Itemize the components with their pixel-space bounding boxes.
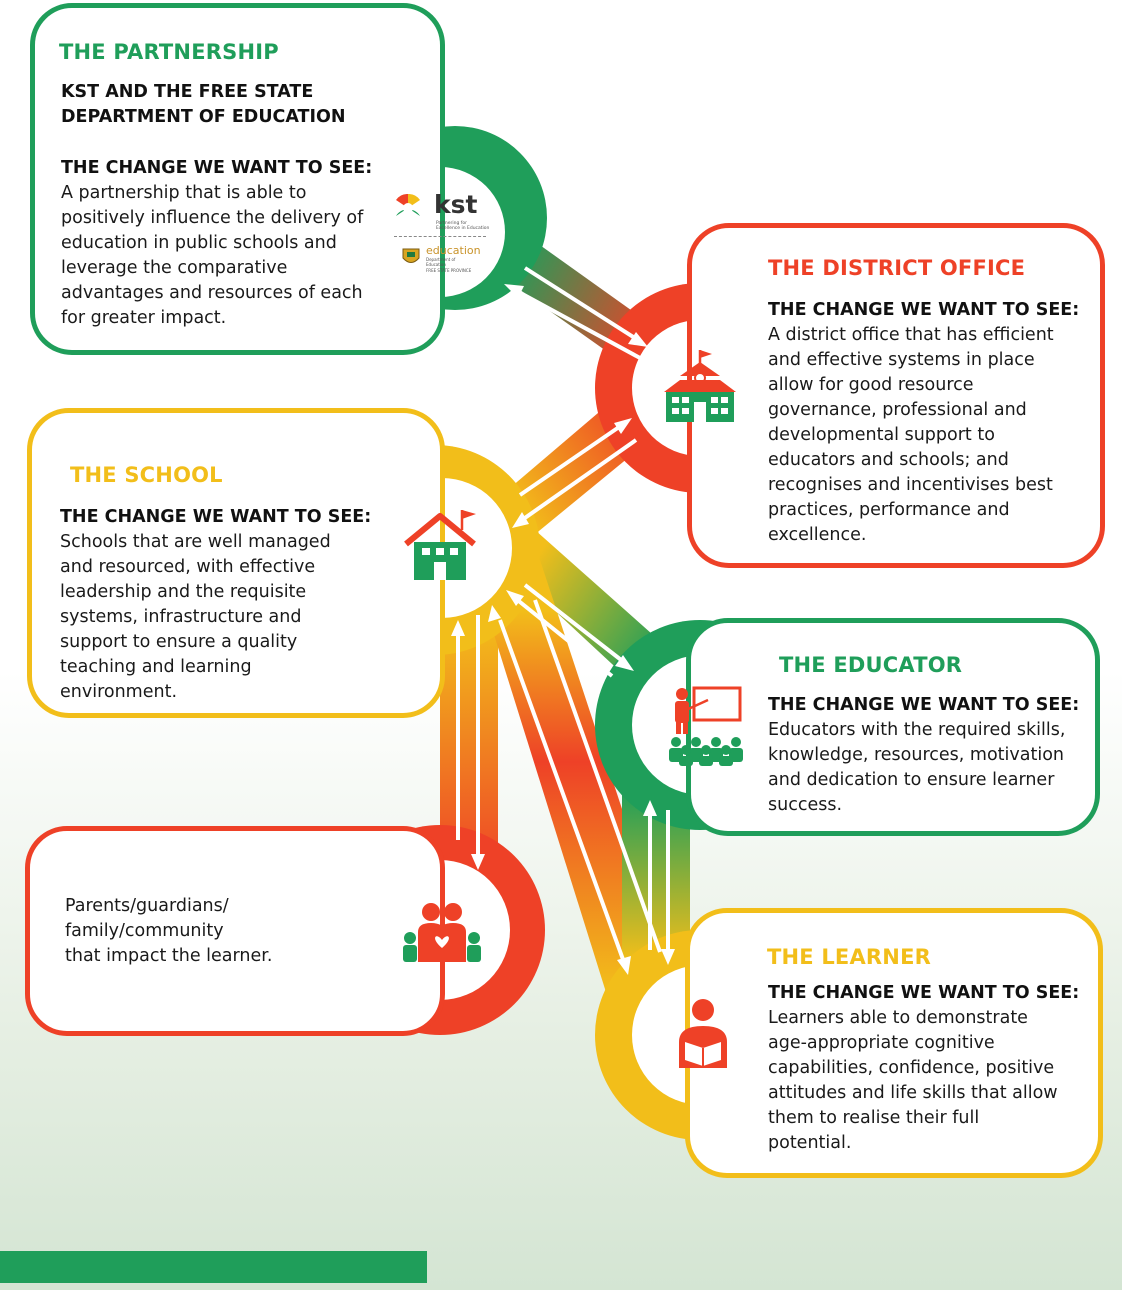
school-change-heading: THE CHANGE WE WANT TO SEE: <box>60 507 372 527</box>
school-building-icon <box>664 350 736 422</box>
partnership-title: THE PARTNERSHIP <box>59 40 279 64</box>
reading-learner-icon <box>679 999 727 1068</box>
district-office-change-text: A district office that has efficient and… <box>768 325 1054 545</box>
partnership-change-heading: THE CHANGE WE WANT TO SEE: <box>61 158 373 178</box>
education-sub: Department of Education <box>426 257 456 267</box>
educator-change-text: Educators with the required skills, know… <box>768 720 1066 815</box>
partnership-change-text: A partnership that is able to positively… <box>61 183 364 328</box>
partnership-card: THE PARTNERSHIP KST AND THE FREE STATE D… <box>30 3 445 355</box>
partnership-subtitle: KST AND THE FREE STATE DEPARTMENT OF EDU… <box>61 82 346 127</box>
bottom-accent-bar <box>0 1251 427 1283</box>
logo-divider <box>394 236 486 237</box>
kst-wordmark: kst <box>434 190 478 219</box>
free-state-crest-icon <box>402 248 420 263</box>
family-icon <box>403 903 481 962</box>
learner-change-heading: THE CHANGE WE WANT TO SEE: <box>768 983 1080 1003</box>
educator-card: THE EDUCATOR THE CHANGE WE WANT TO SEE: … <box>686 618 1100 836</box>
educator-title: THE EDUCATOR <box>779 653 963 677</box>
learner-title: THE LEARNER <box>767 945 931 969</box>
learner-change-text: Learners able to demonstrate age-appropr… <box>768 1008 1058 1153</box>
kst-logo: kst Partnering for Excellence in Educati… <box>390 190 490 280</box>
school-change-text: Schools that are well managed and resour… <box>60 532 331 702</box>
district-office-change-heading: THE CHANGE WE WANT TO SEE: <box>768 300 1080 320</box>
education-wordmark: education <box>426 244 481 257</box>
house-flag-icon <box>404 510 476 580</box>
community-text: Parents/guardians/ family/community that… <box>65 896 273 966</box>
district-office-title: THE DISTRICT OFFICE <box>768 256 1026 280</box>
connector-arrows <box>451 266 675 975</box>
kst-logo-mark-icon <box>396 194 420 216</box>
teacher-classroom-icon <box>669 686 743 766</box>
school-title: THE SCHOOL <box>70 463 223 487</box>
educator-change-heading: THE CHANGE WE WANT TO SEE: <box>768 695 1080 715</box>
school-card: THE SCHOOL THE CHANGE WE WANT TO SEE: Sc… <box>27 408 445 718</box>
community-card: Parents/guardians/ family/community that… <box>25 826 445 1036</box>
learner-card: THE LEARNER THE CHANGE WE WANT TO SEE: L… <box>685 908 1103 1178</box>
kst-tagline: Partnering for Excellence in Education <box>436 221 490 231</box>
district-office-card: THE DISTRICT OFFICE THE CHANGE WE WANT T… <box>687 223 1105 568</box>
province-label: FREE STATE PROVINCE <box>426 268 472 273</box>
